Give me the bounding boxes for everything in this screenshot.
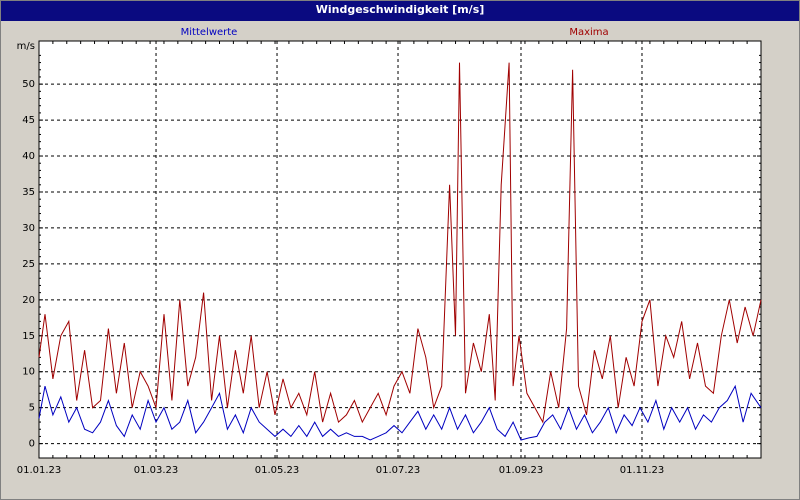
y-tick-label-40: 40 [22, 151, 35, 162]
series-line-mittelwerte [38, 384, 762, 441]
x-tick-label-4: 01.09.23 [499, 465, 544, 476]
y-tick-label-25: 25 [22, 259, 35, 270]
y-tick-label-35: 35 [22, 187, 35, 198]
series-layer [38, 62, 762, 441]
x-tick-label-0: 01.01.23 [17, 465, 62, 476]
y-axis-label: m/s [17, 41, 35, 52]
series-line-maxima [38, 62, 762, 424]
window-title: Windgeschwindigkeit [m/s] [1, 1, 799, 21]
x-axis: 01.01.23 01.03.23 01.05.23 01.07.23 01.09.23… [17, 41, 762, 476]
x-tick-label-3: 01.07.23 [376, 465, 421, 476]
y-tick-label-50: 50 [22, 79, 35, 90]
y-tick-label-15: 15 [22, 331, 35, 342]
y-tick-label-5: 5 [29, 403, 35, 414]
y-tick-label-10: 10 [22, 367, 35, 378]
y-tick-label-30: 30 [22, 223, 35, 234]
x-tick-label-2: 01.05.23 [255, 465, 300, 476]
legend-mittelwerte: Mittelwerte [181, 27, 238, 38]
y-tick-label-45: 45 [22, 115, 35, 126]
x-tick-label-5: 01.11.23 [620, 465, 665, 476]
y-tick-label-0: 0 [29, 439, 35, 450]
legend-maxima: Maxima [569, 27, 608, 38]
plot-area [38, 40, 762, 459]
y-tick-label-20: 20 [22, 295, 35, 306]
x-tick-label-1: 01.03.23 [134, 465, 179, 476]
